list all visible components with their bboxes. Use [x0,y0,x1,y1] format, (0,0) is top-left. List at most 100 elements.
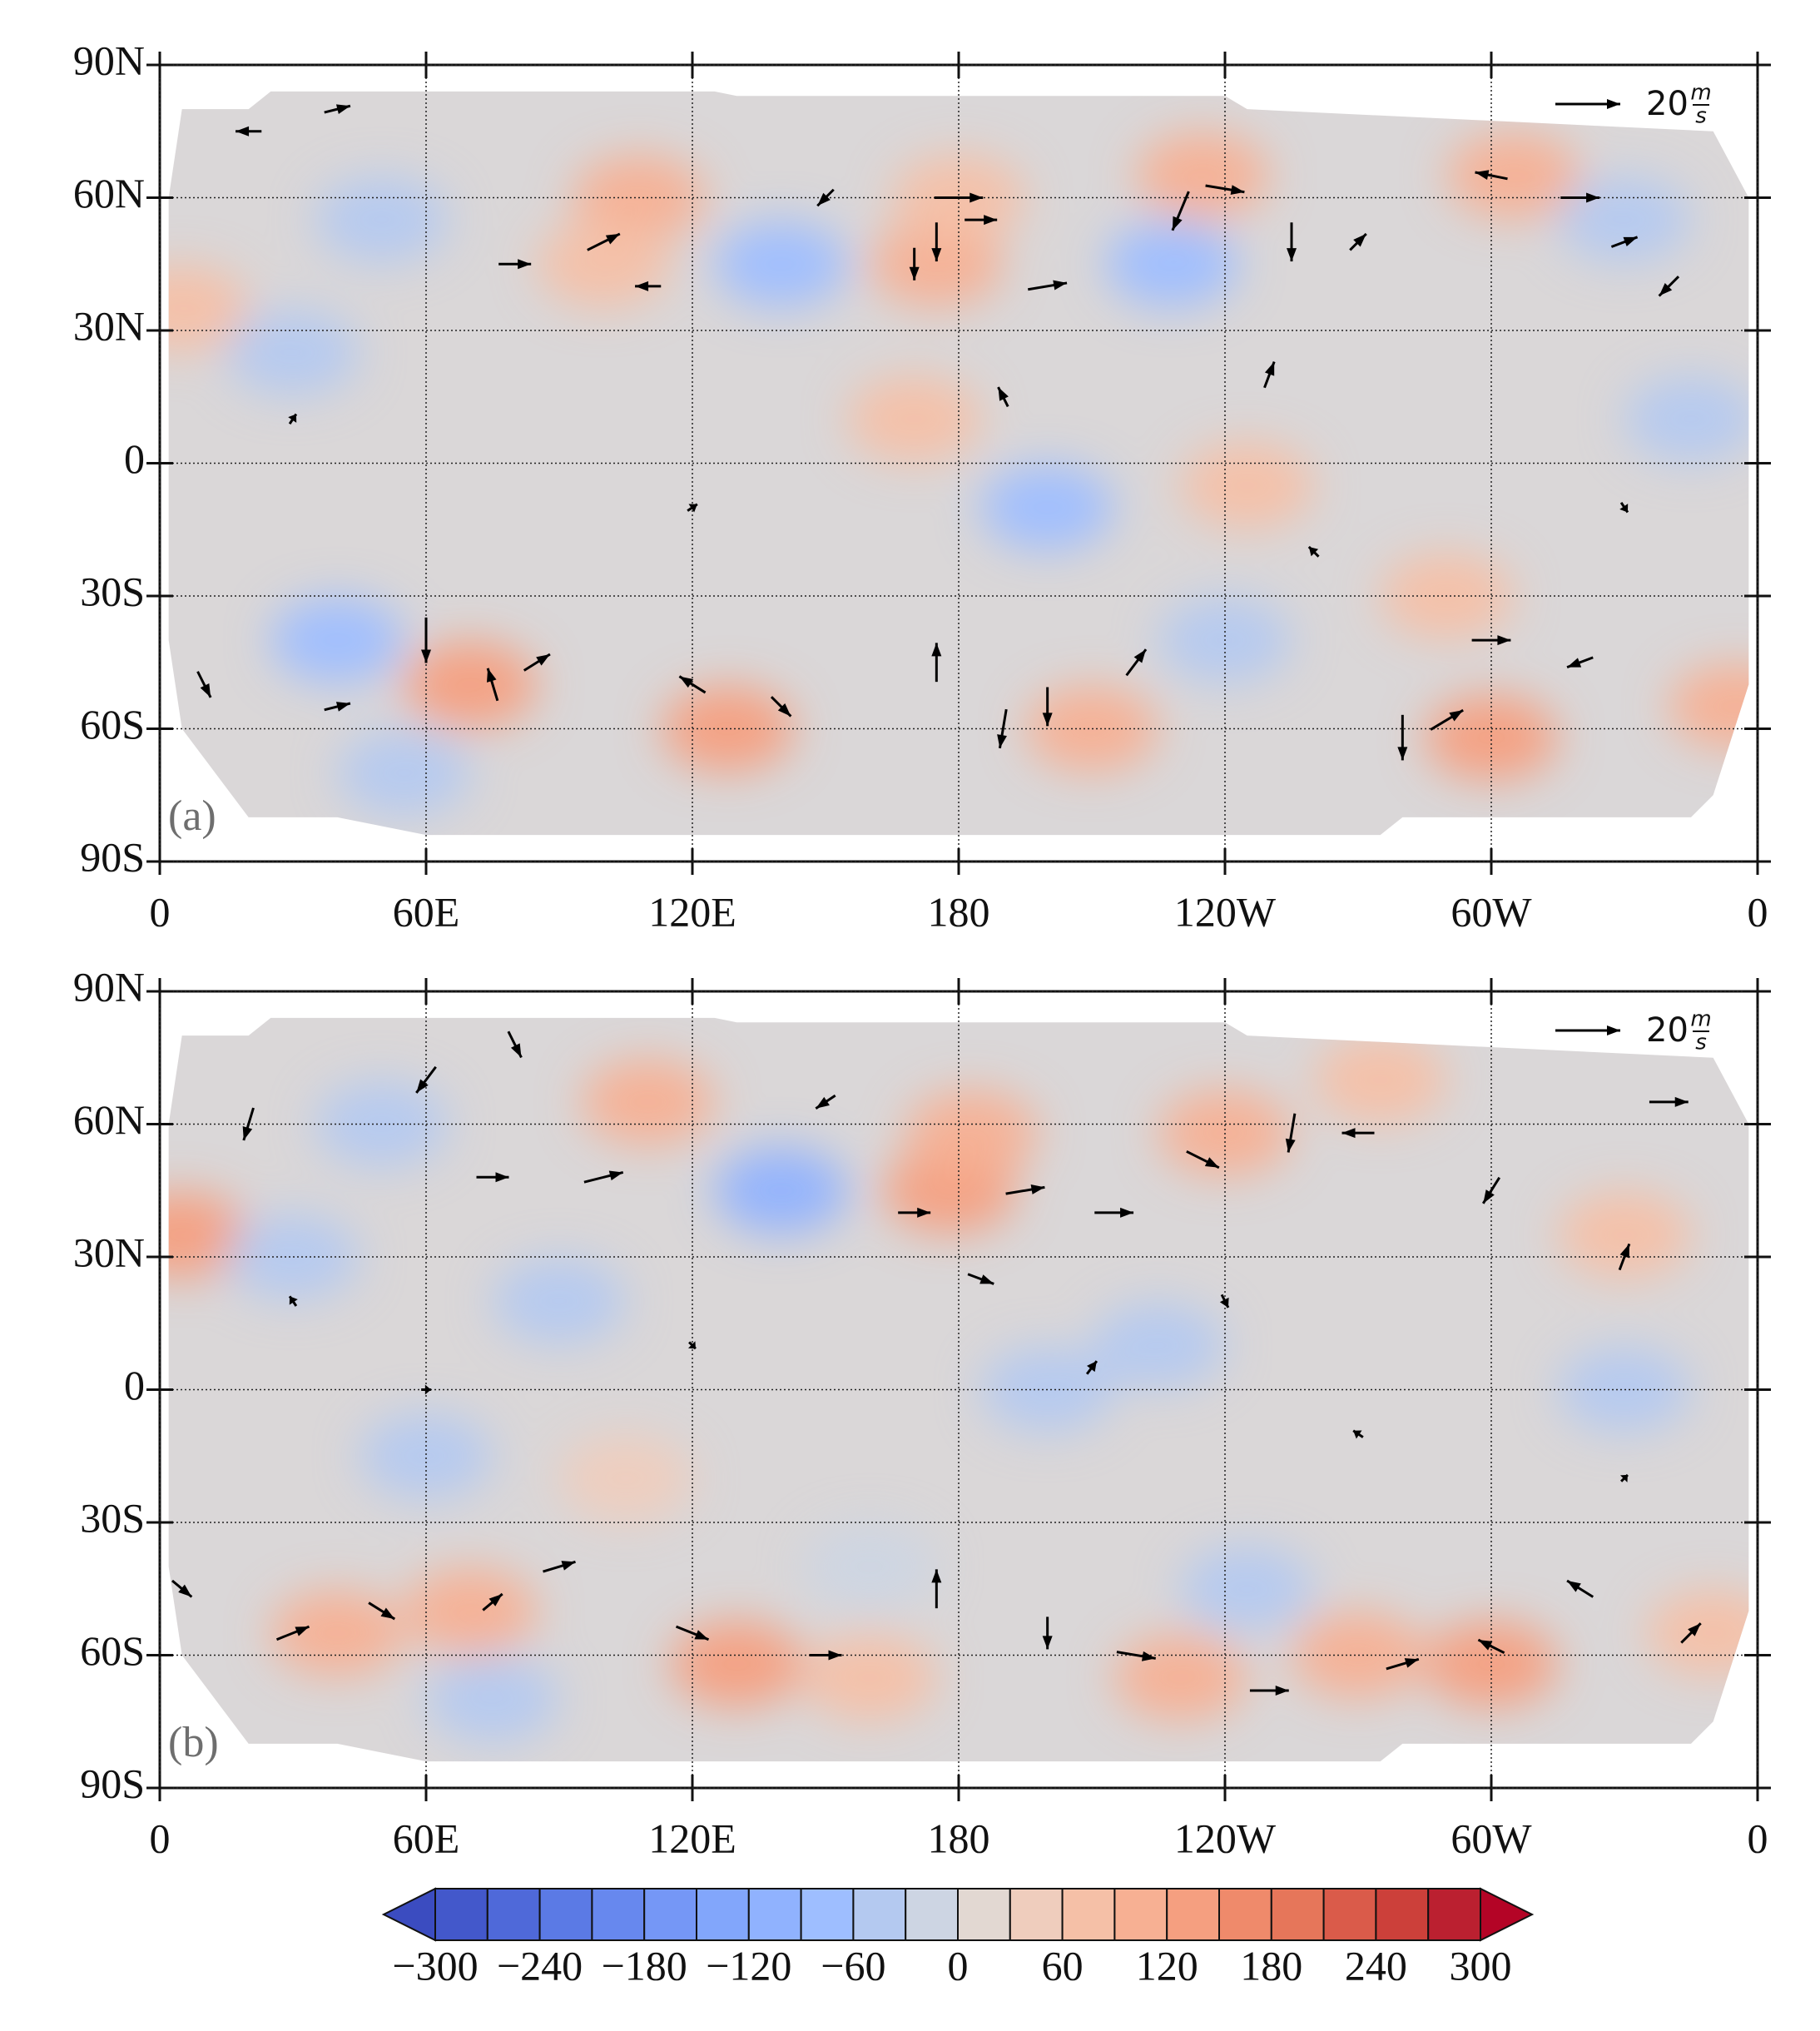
vector [1397,714,1408,761]
vector-head [1230,185,1245,196]
vector [421,617,431,663]
colorbar-box [1009,1888,1064,1941]
vector-head [380,1607,395,1620]
anomaly [1113,1634,1247,1721]
anomaly [404,641,538,728]
vector [1186,1150,1220,1169]
reference-unit-den: s [1695,1030,1707,1055]
vector [543,1560,576,1573]
vector [1566,656,1594,669]
y-tick-label: 30N [73,1229,145,1275]
vector-head [1607,99,1620,109]
colorbar-box [1166,1888,1220,1941]
vector-head [1133,649,1147,663]
vector [909,247,920,281]
vector-head [1475,170,1490,181]
vector-head [817,192,831,206]
vector [421,1384,431,1395]
vector-head [295,1626,310,1636]
vector [1125,648,1148,677]
vector [997,708,1008,749]
vector [931,222,942,262]
vector [1349,232,1367,251]
vector-head [495,1172,509,1183]
colorbar-box [1270,1888,1325,1941]
vector-head [421,649,431,663]
reference-vector [1555,99,1620,109]
colorbar-box [538,1888,593,1941]
y-tick-label: 60S [80,701,145,747]
colorbar-box [1113,1888,1168,1941]
vector-head [1619,504,1629,513]
vector-head [488,1593,503,1606]
vector [236,126,262,137]
vector [931,643,942,683]
anomaly [1558,1191,1691,1279]
vector-head [688,504,697,513]
vector-head [828,1650,842,1661]
vector-head [1087,1361,1097,1373]
x-tick-label: 120W [1174,1815,1277,1861]
anomaly [337,729,471,817]
vector [486,668,499,702]
vector-head [1042,713,1053,727]
anomaly [1646,1589,1749,1676]
anomaly [1558,176,1691,264]
vector [1619,1473,1629,1482]
panel-label: (a) [168,792,216,840]
vector-head [909,266,920,281]
vector-head [1172,216,1183,231]
vector-head [997,734,1007,748]
vector-head [1623,236,1638,247]
anomaly [270,1589,404,1676]
colorbar-tick-label: −120 [706,1942,791,1989]
vector-head [998,387,1009,401]
vector [1386,1657,1420,1671]
vector-head [178,1584,192,1597]
vector [1566,1579,1594,1598]
vector [1171,191,1190,231]
vector-head [288,414,297,423]
anomaly [559,1434,692,1522]
vector [1094,1207,1134,1218]
colorbar-box [1375,1888,1430,1941]
vector-head [694,1630,709,1640]
vector [324,104,351,114]
anomaly [1446,132,1580,219]
x-tick-label: 0 [1748,1815,1768,1861]
vector [967,1273,994,1285]
vector-head [1308,546,1319,557]
vector-head [518,259,532,270]
vector-head [1586,192,1600,203]
vector [482,1592,503,1611]
colorbar-box [1322,1888,1377,1941]
y-tick-label: 90N [73,37,145,83]
colorbar-tick-label: −60 [821,1942,885,1989]
x-tick-label: 120W [1174,888,1277,935]
panel: 0 60E 120E 180 120W 60W 0 90N 60N 30N 0 30S 60S 90S 20… [73,37,1771,935]
vector-head [635,281,649,291]
colorbar-box [591,1888,646,1941]
vector [1116,1651,1156,1661]
vector-head [1120,1207,1134,1218]
anomaly [870,221,1004,308]
vector-head [200,683,211,698]
colorbar-box [1218,1888,1272,1941]
anomaly [493,1258,626,1345]
colorbar-box [434,1888,488,1941]
vector [1475,170,1508,181]
vector-head [242,1125,253,1140]
y-tick-label: 60N [73,1096,145,1143]
anomaly [714,1147,848,1234]
vector [498,259,532,270]
vector-head [608,1170,623,1181]
vector-head [335,104,350,114]
vector-head [487,668,497,683]
vector [934,192,984,203]
panel: 0 60E 120E 180 120W 60W 0 90N 60N 30N 0 30S 60S 90S 20… [73,963,1771,1861]
vector [324,702,351,712]
vector-head [1275,1686,1289,1696]
vector-head [1404,1658,1419,1668]
vector [368,1601,396,1621]
